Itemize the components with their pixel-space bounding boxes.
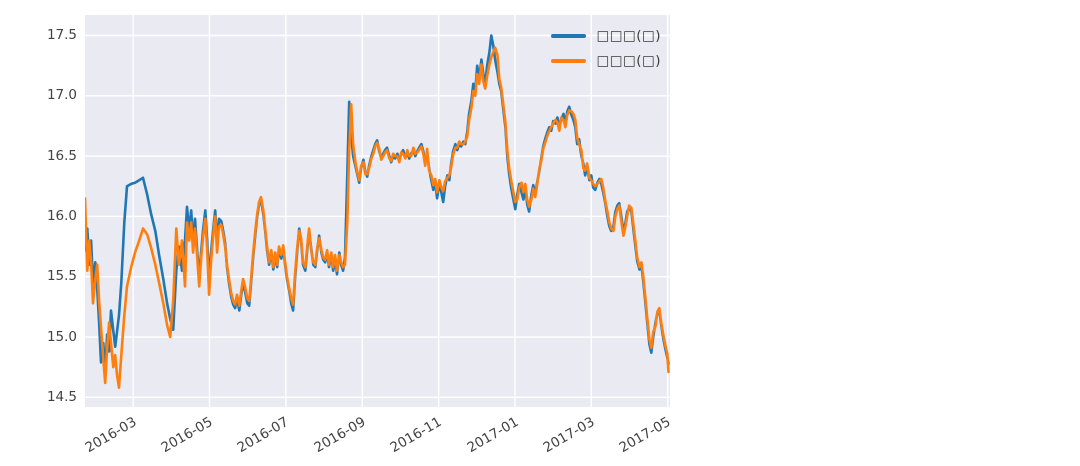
x-tick-label: 2017-05 xyxy=(616,414,674,457)
x-tick-label: 2016-05 xyxy=(158,414,216,457)
line-series-1 xyxy=(85,46,670,390)
plot-area: □□□(□) □□□(□) xyxy=(85,15,670,407)
y-tick-label: 15.5 xyxy=(46,268,77,285)
x-tick-label: 2017-01 xyxy=(464,414,521,457)
x-tick-label: 2016-09 xyxy=(311,414,369,457)
y-tick-label: 15.0 xyxy=(46,328,77,345)
legend: □□□(□) □□□(□) xyxy=(551,28,661,69)
x-tick-label: 2016-03 xyxy=(82,414,140,457)
legend-item-series-0: □□□(□) xyxy=(551,28,661,44)
x-tick-label: 2016-07 xyxy=(235,414,292,457)
legend-item-series-1: □□□(□) xyxy=(551,53,661,69)
y-tick-label: 16.0 xyxy=(46,207,77,224)
y-tick-label: 16.5 xyxy=(46,147,77,164)
legend-line-swatch-blue xyxy=(551,34,587,38)
y-tick-label: 14.5 xyxy=(46,388,77,405)
x-tick-label: 2017-03 xyxy=(540,414,598,457)
y-tick-label: 17.0 xyxy=(46,87,77,104)
legend-label: □□□(□) xyxy=(596,28,661,44)
chart-svg xyxy=(85,15,670,407)
figure: □□□(□) □□□(□) 14.5 15.0 15.5 16.0 16.5 17.0 17… xyxy=(46,15,674,457)
legend-label: □□□(□) xyxy=(596,53,661,69)
x-tick-label: 2016-11 xyxy=(387,414,445,457)
legend-line-swatch-orange xyxy=(551,59,587,63)
y-tick-label: 17.5 xyxy=(46,27,77,43)
